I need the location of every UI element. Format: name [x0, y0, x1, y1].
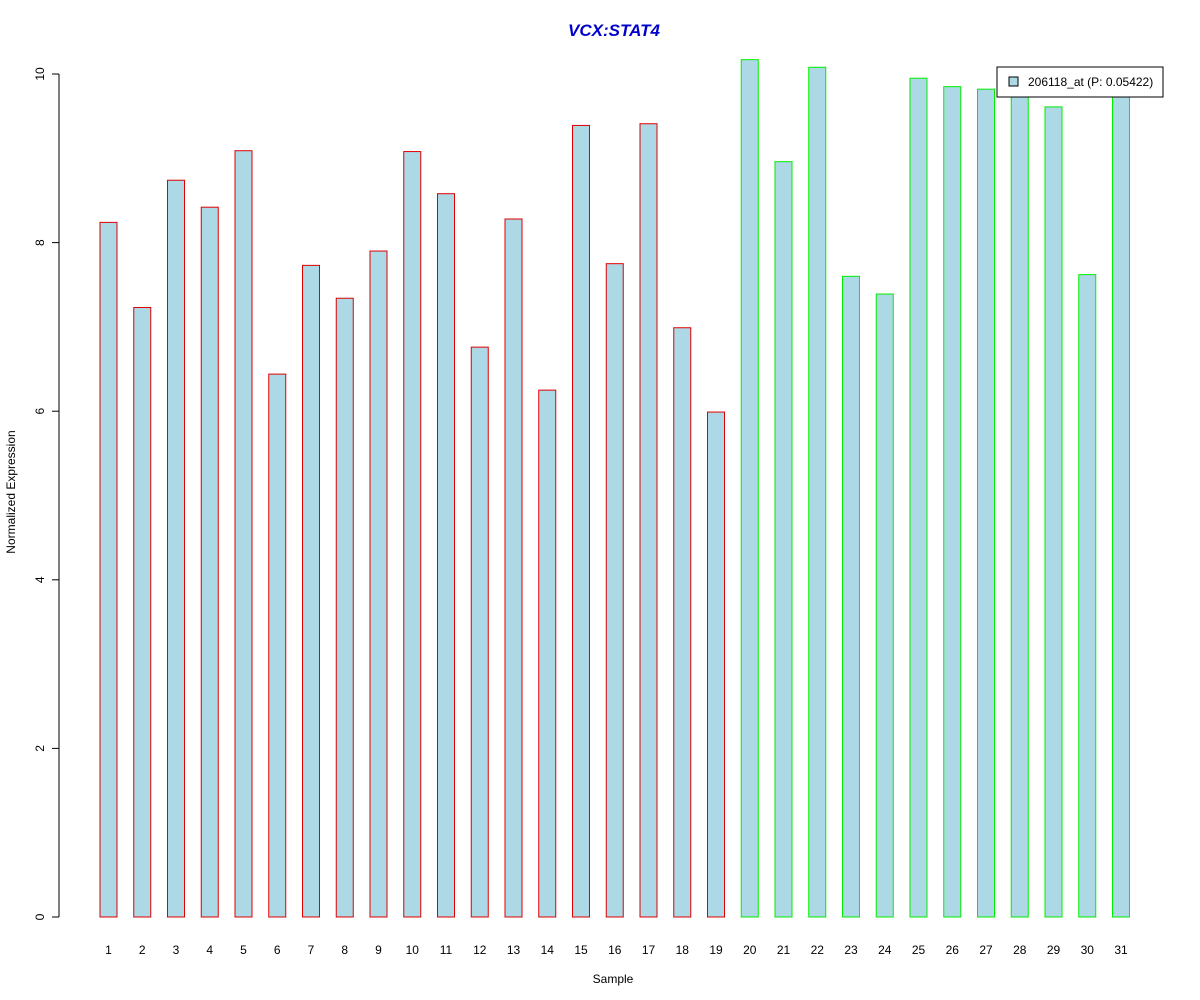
- legend-box: [996, 66, 1164, 98]
- x-tick-label: 19: [709, 943, 723, 957]
- x-tick-label: 20: [743, 943, 757, 957]
- bar-sample-27: [977, 88, 995, 918]
- x-tick-label: 17: [642, 943, 656, 957]
- y-tick-label: 2: [33, 745, 47, 752]
- bar-sample-20: [740, 59, 759, 918]
- x-tick-label: 12: [473, 943, 487, 957]
- y-tick-label: 10: [33, 67, 47, 81]
- bar-sample-21: [774, 161, 793, 918]
- bar-sample-2: [133, 307, 152, 918]
- bar-sample-3: [167, 179, 185, 918]
- y-axis: 0 2 4 6 8 10: [33, 67, 60, 920]
- legend-swatch: [1008, 76, 1019, 87]
- bar-sample-8: [335, 297, 354, 918]
- x-axis-title: Sample: [593, 972, 634, 986]
- y-tick-label: 6: [33, 408, 47, 415]
- x-tick-label: 21: [777, 943, 791, 957]
- x-tick-label: 7: [308, 943, 315, 957]
- x-tick-label: 24: [878, 943, 892, 957]
- bar-sample-4: [200, 206, 219, 918]
- x-tick-label: 11: [440, 943, 453, 957]
- legend-label: 206118_at (P: 0.05422): [1028, 75, 1153, 89]
- y-tick-label: 4: [33, 576, 47, 583]
- x-tick-label: 10: [406, 943, 420, 957]
- x-tick-label: 22: [811, 943, 825, 957]
- x-tick-label: 30: [1081, 943, 1095, 957]
- bar-sample-14: [538, 389, 557, 918]
- x-tick-label: 29: [1047, 943, 1061, 957]
- y-tick-label: 8: [33, 239, 47, 246]
- x-tick-label: 4: [206, 943, 213, 957]
- x-tick-label: 25: [912, 943, 926, 957]
- bar-sample-11: [437, 193, 455, 918]
- bar-sample-29: [1044, 106, 1063, 918]
- legend: 206118_at (P: 0.05422): [996, 66, 1164, 98]
- x-tick-labels: 1 2 3 4 5 6 7 8 9 10 11 12 13 14 15 16 17 18 19 20 21 22 23 24 2…: [105, 943, 1128, 957]
- bar-sample-10: [403, 151, 422, 918]
- x-tick-label: 1: [105, 943, 112, 957]
- bar-sample-9: [369, 250, 388, 918]
- x-tick-label: 14: [541, 943, 555, 957]
- bar-sample-25: [909, 77, 928, 918]
- bar-sample-28: [1010, 90, 1029, 918]
- x-tick-label: 15: [574, 943, 588, 957]
- bar-sample-13: [504, 218, 523, 918]
- y-axis-title: Normalized Expression: [4, 430, 18, 553]
- bar-sample-30: [1078, 274, 1097, 918]
- x-tick-label: 9: [375, 943, 382, 957]
- bar-sample-23: [842, 275, 860, 918]
- x-tick-label: 31: [1114, 943, 1128, 957]
- x-tick-label: 23: [844, 943, 858, 957]
- x-tick-label: 2: [139, 943, 146, 957]
- bar-sample-22: [808, 66, 827, 918]
- x-tick-label: 18: [676, 943, 690, 957]
- bar-sample-19: [707, 411, 725, 918]
- bars-group: [99, 59, 1130, 918]
- bar-sample-15: [572, 124, 590, 918]
- x-tick-label: 26: [946, 943, 960, 957]
- bar-sample-17: [639, 123, 658, 918]
- x-tick-label: 8: [341, 943, 348, 957]
- x-tick-label: 16: [608, 943, 622, 957]
- x-tick-label: 28: [1013, 943, 1027, 957]
- x-tick-label: 27: [979, 943, 993, 957]
- bar-sample-1: [99, 221, 118, 918]
- bar-sample-6: [268, 373, 287, 918]
- x-tick-label: 6: [274, 943, 281, 957]
- bar-sample-16: [605, 263, 624, 918]
- chart-title: VCX:STAT4: [568, 21, 660, 40]
- bar-sample-7: [302, 264, 320, 918]
- x-tick-label: 13: [507, 943, 521, 957]
- bar-sample-31: [1112, 92, 1130, 918]
- bar-sample-12: [470, 346, 489, 918]
- x-tick-label: 3: [173, 943, 180, 957]
- bar-sample-5: [234, 150, 253, 918]
- bar-sample-26: [943, 86, 962, 918]
- x-tick-label: 5: [240, 943, 247, 957]
- bar-sample-24: [875, 293, 894, 918]
- bar-sample-18: [673, 327, 692, 918]
- y-tick-label: 0: [33, 913, 47, 920]
